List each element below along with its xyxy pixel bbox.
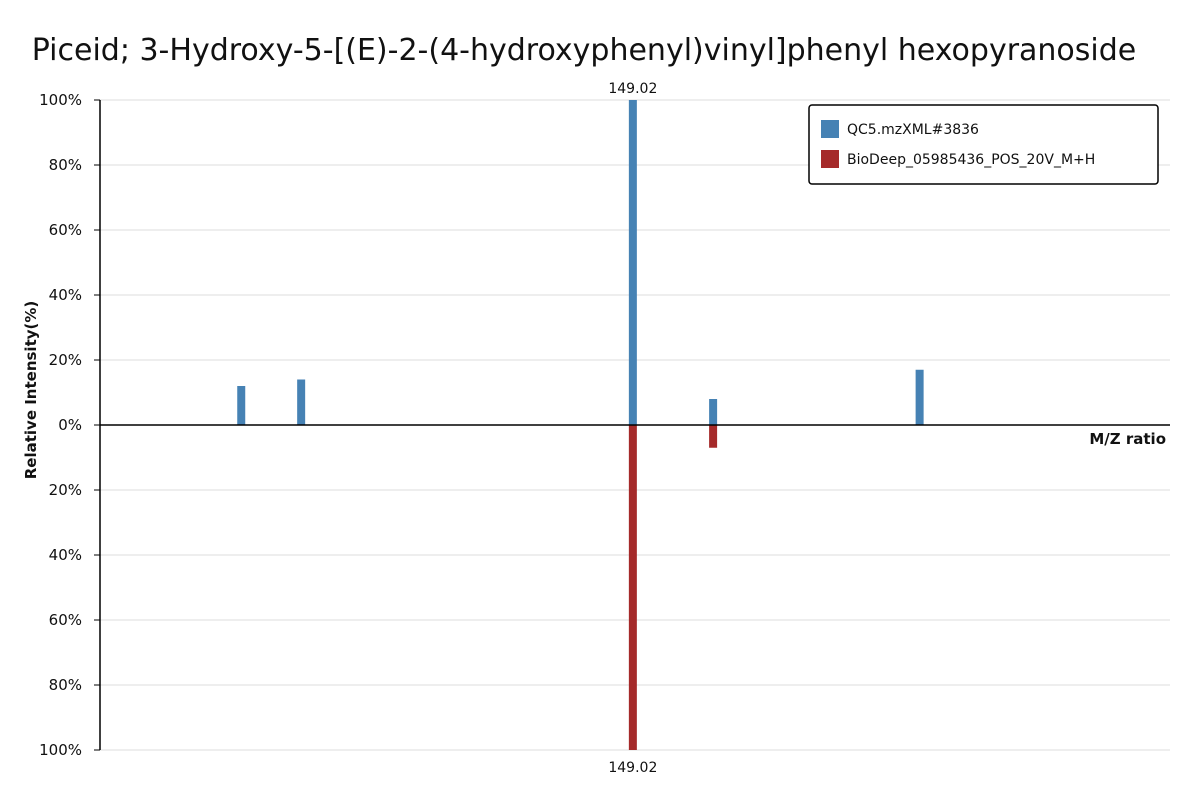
sample-peak-bar <box>237 386 246 425</box>
y-tick-label: 100% <box>39 741 82 759</box>
sample-peak-bar <box>915 369 924 425</box>
y-tick-label: 0% <box>58 416 82 434</box>
sample-peak-bar <box>709 399 718 425</box>
sample-peak-bar <box>297 379 306 425</box>
legend-swatch-biodeep <box>821 150 839 168</box>
legend-label-qc5: QC5.mzXML#3836 <box>847 122 979 138</box>
y-tick-label: 20% <box>49 351 82 369</box>
y-axis-label: Relative Intensity(%) <box>22 301 40 480</box>
reference-peak-bar <box>628 425 637 750</box>
legend: QC5.mzXML#3836 BioDeep_05985436_POS_20V_… <box>808 104 1159 185</box>
peak-label: 149.02 <box>608 81 657 97</box>
peak-label: 149.02 <box>608 760 657 776</box>
sample-peak-bar <box>628 100 637 425</box>
y-tick-labels: 100% 80% 60% 40% 20% 0% 20% 40% 60% 80% 100% <box>39 91 82 759</box>
y-tick-label: 100% <box>39 91 82 109</box>
y-tick-label: 20% <box>49 481 82 499</box>
y-tick-label: 40% <box>49 546 82 564</box>
y-tick-label: 80% <box>49 156 82 174</box>
reference-peak-bar <box>709 425 718 448</box>
y-tick-label: 60% <box>49 221 82 239</box>
spectrum-bars <box>237 100 924 750</box>
y-tick-label: 80% <box>49 676 82 694</box>
chart-title: Piceid; 3-Hydroxy-5-[(E)-2-(4-hydroxyphe… <box>32 33 1137 68</box>
y-tick-label: 40% <box>49 286 82 304</box>
x-axis-label: M/Z ratio <box>1089 430 1166 448</box>
y-tick-label: 60% <box>49 611 82 629</box>
legend-box <box>808 104 1159 185</box>
legend-swatch-qc5 <box>821 120 839 138</box>
legend-label-biodeep: BioDeep_05985436_POS_20V_M+H <box>847 152 1095 168</box>
peak-labels: 149.02 149.02 <box>608 81 657 776</box>
